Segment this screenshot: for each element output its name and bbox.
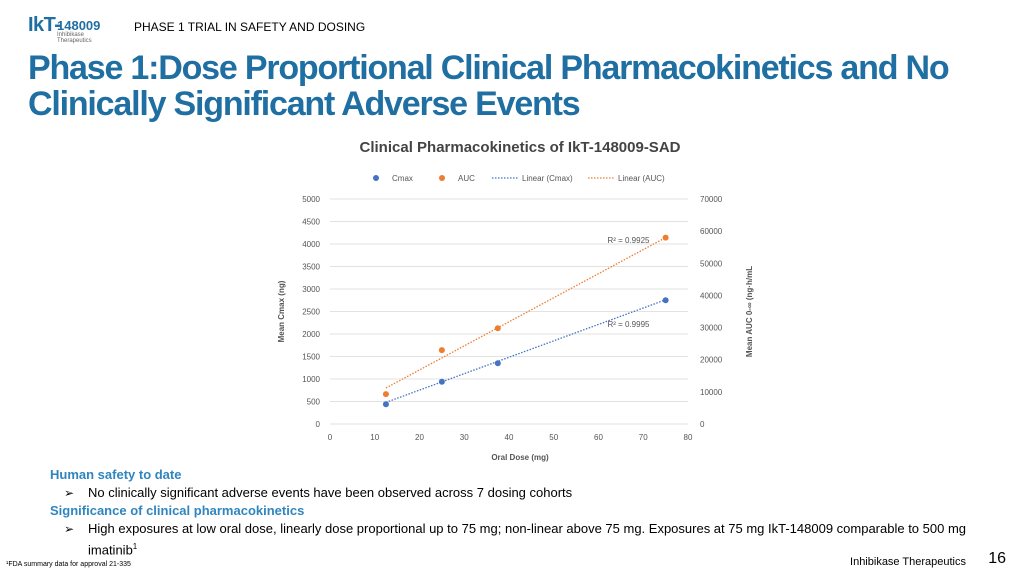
legend-label: Cmax <box>392 174 413 183</box>
y-tick-label: 1000 <box>302 375 320 384</box>
data-point <box>494 325 501 332</box>
y2-tick-label: 70000 <box>700 195 723 204</box>
x-tick-label: 30 <box>460 433 469 442</box>
y-tick-label: 500 <box>307 398 321 407</box>
slide-title: Phase 1:Dose Proportional Clinical Pharm… <box>28 49 950 123</box>
bullet-pk-body: High exposures at low oral dose, linearl… <box>88 521 967 558</box>
bullet-pk-text: High exposures at low oral dose, linearl… <box>88 520 980 559</box>
y2-tick-label: 60000 <box>700 227 723 236</box>
x-axis-label: Oral Dose (mg) <box>491 453 549 462</box>
y-tick-label: 5000 <box>302 195 320 204</box>
x-tick-label: 80 <box>684 433 693 442</box>
legend-label: Linear (Cmax) <box>522 174 573 183</box>
y2-tick-label: 50000 <box>700 259 723 268</box>
r2-label: R² = 0.9995 <box>607 320 650 329</box>
data-point <box>438 378 445 385</box>
x-tick-label: 70 <box>639 433 648 442</box>
y-tick-label: 1500 <box>302 353 320 362</box>
y-axis-label: Mean Cmax (ng) <box>277 280 286 342</box>
y-tick-label: 3000 <box>302 285 320 294</box>
footer-brand: Inhibikase Therapeutics <box>850 556 966 568</box>
logo-number: 148009 <box>57 18 101 33</box>
y2-tick-label: 20000 <box>700 356 723 365</box>
data-point <box>382 391 389 398</box>
legend-label: Linear (AUC) <box>618 174 665 183</box>
bullet-pk: ➢ High exposures at low oral dose, linea… <box>50 520 980 559</box>
bullet-safety-text: No clinically significant adverse events… <box>88 485 573 500</box>
y2-tick-label: 40000 <box>700 291 723 300</box>
y-tick-label: 0 <box>316 420 321 429</box>
data-point <box>662 234 669 241</box>
data-point <box>438 347 445 354</box>
chart-title: Clinical Pharmacokinetics of IkT-148009-… <box>360 139 681 156</box>
legend-label: AUC <box>458 174 475 183</box>
bullet-arrow-icon: ➢ <box>64 486 75 500</box>
trendline <box>385 299 666 404</box>
data-point <box>662 297 669 304</box>
x-tick-label: 50 <box>549 433 558 442</box>
data-point <box>382 401 389 408</box>
section-heading-pk: Significance of clinical pharmacokinetic… <box>50 503 305 518</box>
x-tick-label: 60 <box>594 433 603 442</box>
y2-axis-label: Mean AUC 0-∞ (ng·h/mL <box>745 266 754 357</box>
legend-marker <box>373 175 379 181</box>
y-tick-label: 3500 <box>302 263 320 272</box>
bullet-arrow-icon: ➢ <box>64 522 75 536</box>
data-point <box>494 360 501 367</box>
pk-chart: Clinical Pharmacokinetics of IkT-148009-… <box>270 132 770 467</box>
pk-chart-svg: Clinical Pharmacokinetics of IkT-148009-… <box>277 139 754 462</box>
legend-marker <box>439 175 445 181</box>
page-number: 16 <box>988 550 1006 567</box>
trendline <box>385 236 666 389</box>
y2-tick-label: 30000 <box>700 324 723 333</box>
y2-tick-label: 10000 <box>700 388 723 397</box>
logo-subtitle: Inhibikase Therapeutics <box>57 32 92 44</box>
logo-main-text: IkT- <box>28 14 61 36</box>
footnote-ref: 1 <box>132 542 138 551</box>
y-tick-label: 2000 <box>302 330 320 339</box>
x-tick-label: 0 <box>328 433 333 442</box>
section-heading-safety: Human safety to date <box>50 467 182 482</box>
y-tick-label: 2500 <box>302 308 320 317</box>
x-tick-label: 40 <box>505 433 514 442</box>
y-tick-label: 4000 <box>302 240 320 249</box>
x-tick-label: 10 <box>370 433 379 442</box>
body-text: Human safety to date ➢ No clinically sig… <box>50 466 980 559</box>
bullet-safety: ➢ No clinically significant adverse even… <box>50 484 980 502</box>
footnote: ¹FDA summary data for approval 21-335 <box>6 561 131 568</box>
y-tick-label: 4500 <box>302 218 320 227</box>
phase-label: PHASE 1 TRIAL IN SAFETY AND DOSING <box>134 20 366 34</box>
r2-label: R² = 0.9925 <box>607 236 650 245</box>
x-tick-label: 20 <box>415 433 424 442</box>
y2-tick-label: 0 <box>700 420 705 429</box>
